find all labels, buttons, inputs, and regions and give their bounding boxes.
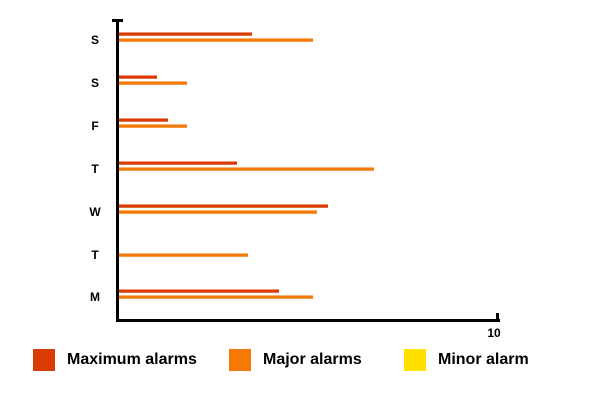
category-label: M <box>90 290 100 305</box>
legend-swatch-minor-alarm <box>404 349 426 371</box>
category-row <box>119 105 499 148</box>
category-labels: S S F T W T M <box>82 19 108 319</box>
category-row <box>119 62 499 105</box>
category-row <box>119 233 499 276</box>
legend-swatch-major-alarms <box>229 349 251 371</box>
category-row <box>119 19 499 62</box>
x-axis-end-tick <box>496 313 499 322</box>
plot-rows <box>119 19 499 319</box>
bar-maximum-alarms <box>119 289 279 294</box>
category-label: F <box>91 119 99 134</box>
category-label: W <box>89 204 101 219</box>
legend-label: Maximum alarms <box>67 351 197 368</box>
bar-major-alarms <box>119 124 188 129</box>
bar-major-alarms <box>119 209 317 214</box>
bar-major-alarms <box>119 166 374 171</box>
bar-maximum-alarms <box>119 203 328 208</box>
bar-maximum-alarms <box>119 160 237 165</box>
bar-maximum-alarms <box>119 118 169 123</box>
bar-major-alarms <box>119 252 249 257</box>
bar-major-alarms <box>119 295 313 300</box>
x-axis-line <box>116 319 500 322</box>
legend-label: Minor alarm <box>438 351 529 368</box>
legend-label: Major alarms <box>263 351 362 368</box>
category-label: S <box>90 76 99 91</box>
legend-item-major-alarms: Major alarms <box>229 349 362 371</box>
legend-swatch-maximum-alarms <box>33 349 55 371</box>
legend: Maximum alarms Major alarms Minor alarm <box>0 349 600 379</box>
y-axis-line <box>116 19 119 322</box>
bar-maximum-alarms <box>119 32 252 37</box>
category-label: S <box>90 33 99 48</box>
x-axis-max-label: 10 <box>487 326 501 340</box>
category-label: T <box>91 161 99 176</box>
bar-major-alarms <box>119 81 188 86</box>
category-label: T <box>91 247 99 262</box>
category-row <box>119 148 499 191</box>
legend-item-maximum-alarms: Maximum alarms <box>33 349 197 371</box>
category-row <box>119 190 499 233</box>
legend-item-minor-alarm: Minor alarm <box>404 349 529 371</box>
bar-maximum-alarms <box>119 75 157 80</box>
category-row <box>119 276 499 319</box>
bar-major-alarms <box>119 38 313 43</box>
